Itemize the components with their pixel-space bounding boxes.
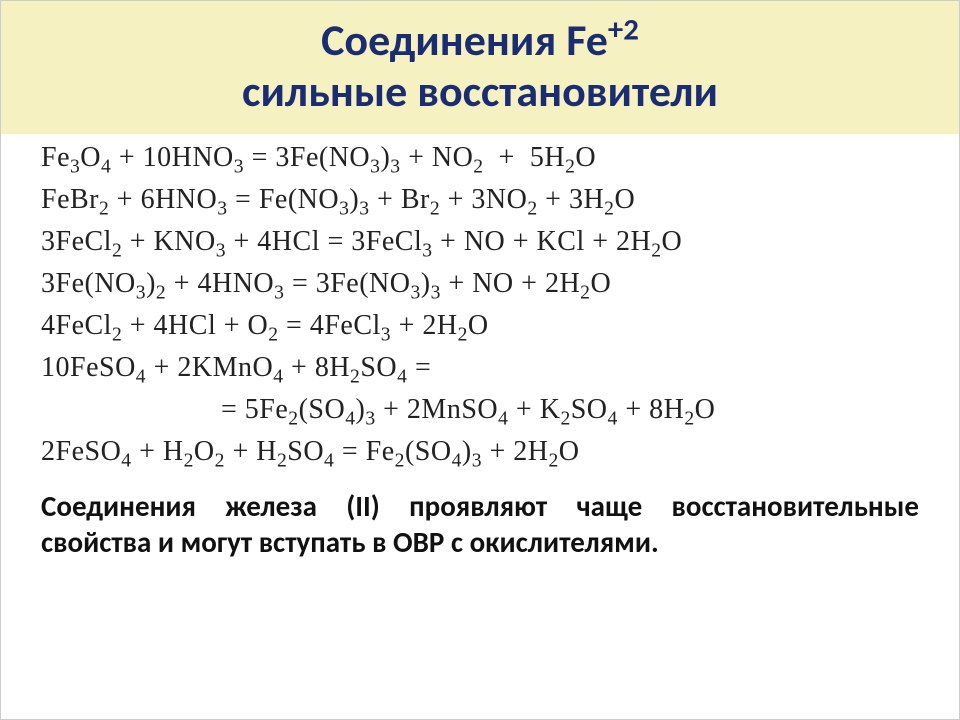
title-line-2: сильные восстановители <box>242 64 718 118</box>
equation-6b: = 5Fe2(SO4)3 + 2MnSO4 + K2SO4 + 8H2O <box>41 394 919 426</box>
equation-1: Fe3O4 + 10HNO3 = 3Fe(NO3)3 + NO2 + 5H2O <box>41 142 919 174</box>
title-line-1: Соединения Fe+2 <box>321 13 639 67</box>
equation-7: 2FeSO4 + H2O2 + H2SO4 = Fe2(SO4)3 + 2H2O <box>41 436 919 468</box>
equation-6a: 10FeSO4 + 2KMnO4 + 8H2SO4 = <box>41 352 919 384</box>
equation-5: 4FeCl2 + 4HCl + O2 = 4FeCl3 + 2H2O <box>41 310 919 342</box>
equations-block: Fe3O4 + 10HNO3 = 3Fe(NO3)3 + NO2 + 5H2O … <box>1 134 959 468</box>
footnote-text: Соединения железа (II) проявляют чаще во… <box>1 478 959 561</box>
title-band: Соединения Fe+2 сильные восстановители <box>1 1 959 134</box>
equation-4: 3Fe(NO3)2 + 4HNO3 = 3Fe(NO3)3 + NO + 2H2… <box>41 268 919 300</box>
equation-2: FeBr2 + 6HNO3 = Fe(NO3)3 + Br2 + 3NO2 + … <box>41 184 919 216</box>
equation-3: 3FeCl2 + KNO3 + 4HCl = 3FeCl3 + NO + KCl… <box>41 226 919 258</box>
slide: Соединения Fe+2 сильные восстановители F… <box>0 0 960 720</box>
slide-title: Соединения Fe+2 сильные восстановители <box>1 15 959 116</box>
